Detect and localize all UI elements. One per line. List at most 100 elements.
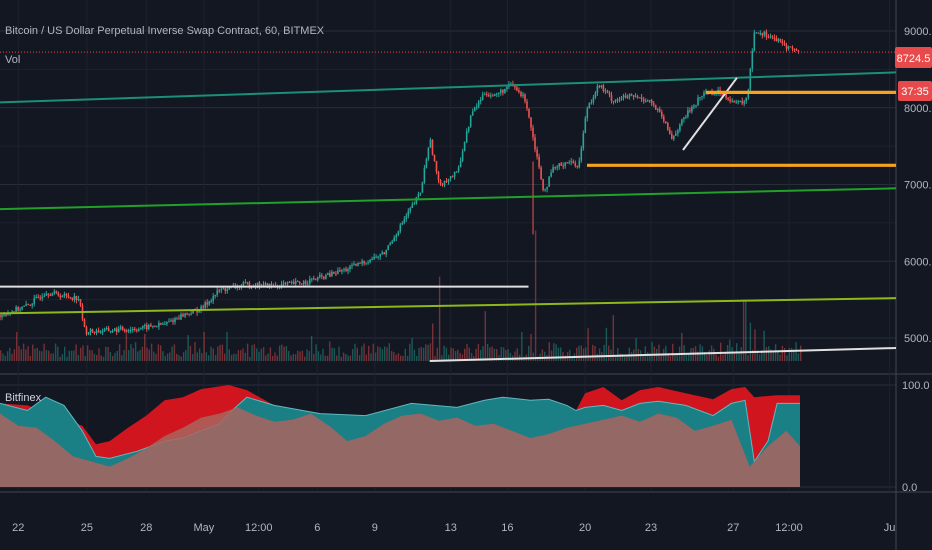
candle-body	[45, 293, 48, 296]
candle-body	[311, 278, 313, 280]
candle-body	[502, 89, 504, 93]
volume-bar	[260, 348, 262, 361]
volume-bar	[521, 332, 523, 361]
candle-body	[445, 181, 448, 183]
candle-body	[113, 328, 116, 331]
candle-body	[455, 171, 458, 173]
volume-bar	[646, 352, 649, 361]
volume-bar	[228, 349, 230, 362]
volume-bar	[544, 351, 546, 361]
candle-body	[375, 256, 377, 258]
volume-bar	[57, 346, 59, 362]
candle-body	[560, 163, 562, 166]
candle-body	[91, 329, 94, 332]
candle-body	[743, 101, 745, 104]
candle-body	[608, 92, 611, 95]
volume-bar	[774, 344, 777, 362]
candle-body	[258, 282, 261, 287]
volume-bar	[313, 353, 315, 361]
candle-body	[357, 262, 359, 266]
candle-body	[538, 156, 540, 168]
candle-body	[166, 321, 168, 324]
candle-body	[769, 36, 772, 38]
candle-body	[500, 89, 502, 93]
candle-body	[731, 100, 733, 102]
candle-body	[37, 296, 39, 298]
volume-bar	[516, 348, 518, 361]
candle-body	[622, 95, 625, 98]
candle-body	[345, 268, 347, 272]
volume-bar	[800, 345, 802, 361]
candle-body	[596, 86, 599, 93]
candle-body	[697, 97, 699, 106]
candle-body	[363, 261, 365, 264]
volume-bar	[685, 355, 688, 361]
candle-body	[61, 295, 64, 298]
candle-body	[725, 93, 727, 98]
volume-bar	[758, 354, 761, 361]
candle-body	[534, 137, 536, 150]
candle-body	[200, 306, 202, 311]
volume-bar	[589, 356, 592, 361]
volume-bar	[340, 356, 342, 361]
volume-bar	[432, 323, 434, 361]
candle-body	[630, 94, 633, 96]
candle-body	[162, 323, 164, 325]
candle-body	[602, 85, 605, 91]
candle-body	[520, 92, 522, 97]
volume-bar	[192, 354, 194, 361]
candle-body	[218, 290, 220, 292]
candle-body	[604, 90, 607, 92]
volume-bar	[619, 353, 621, 361]
x-tick-label: 12:00	[245, 522, 273, 534]
volume-bar	[123, 350, 125, 361]
oscillator-pane	[0, 385, 800, 487]
volume-bar	[777, 352, 779, 361]
volume-bar	[630, 351, 633, 361]
candle-body	[284, 283, 287, 285]
volume-bar	[6, 351, 9, 362]
candle-body	[699, 97, 701, 99]
volume-bar	[109, 352, 112, 361]
candle-body	[536, 149, 538, 157]
candle-body	[558, 163, 560, 167]
volume-bar	[345, 353, 347, 362]
candle-body	[47, 293, 50, 295]
candle-body	[23, 305, 25, 307]
candle-body	[49, 295, 52, 296]
volume-bar	[411, 338, 413, 361]
volume-bar	[770, 349, 772, 361]
candle-body	[121, 327, 124, 331]
volume-bar	[390, 350, 393, 362]
volume-bar	[358, 355, 361, 361]
candle-body	[99, 331, 102, 333]
volume-bar	[569, 349, 571, 361]
volume-bar	[493, 348, 496, 361]
candle-body	[785, 45, 788, 49]
candle-body	[174, 318, 176, 322]
volume-bar	[635, 338, 637, 361]
volume-bar	[557, 347, 560, 361]
volume-bar	[317, 351, 320, 361]
candle-body	[290, 281, 293, 283]
volume-bar	[230, 354, 233, 361]
candle-body	[439, 180, 442, 185]
volume-bar	[681, 332, 683, 361]
candle-body	[506, 86, 508, 90]
candle-body	[349, 265, 351, 270]
candle-body	[325, 274, 327, 279]
volume-bar	[532, 352, 534, 362]
volume-bar	[162, 351, 164, 361]
candle-body	[640, 97, 643, 100]
volume-bar	[416, 356, 418, 361]
trendline-white-lower	[429, 347, 897, 362]
candle-body	[142, 325, 144, 329]
candle-body	[11, 311, 13, 313]
volume-bar	[235, 354, 237, 361]
candle-body	[343, 268, 345, 271]
volume-bar	[578, 345, 580, 361]
candle-body	[650, 100, 653, 103]
volume-bar	[448, 354, 450, 361]
candle-body	[568, 162, 570, 164]
volume-bar	[112, 355, 114, 362]
